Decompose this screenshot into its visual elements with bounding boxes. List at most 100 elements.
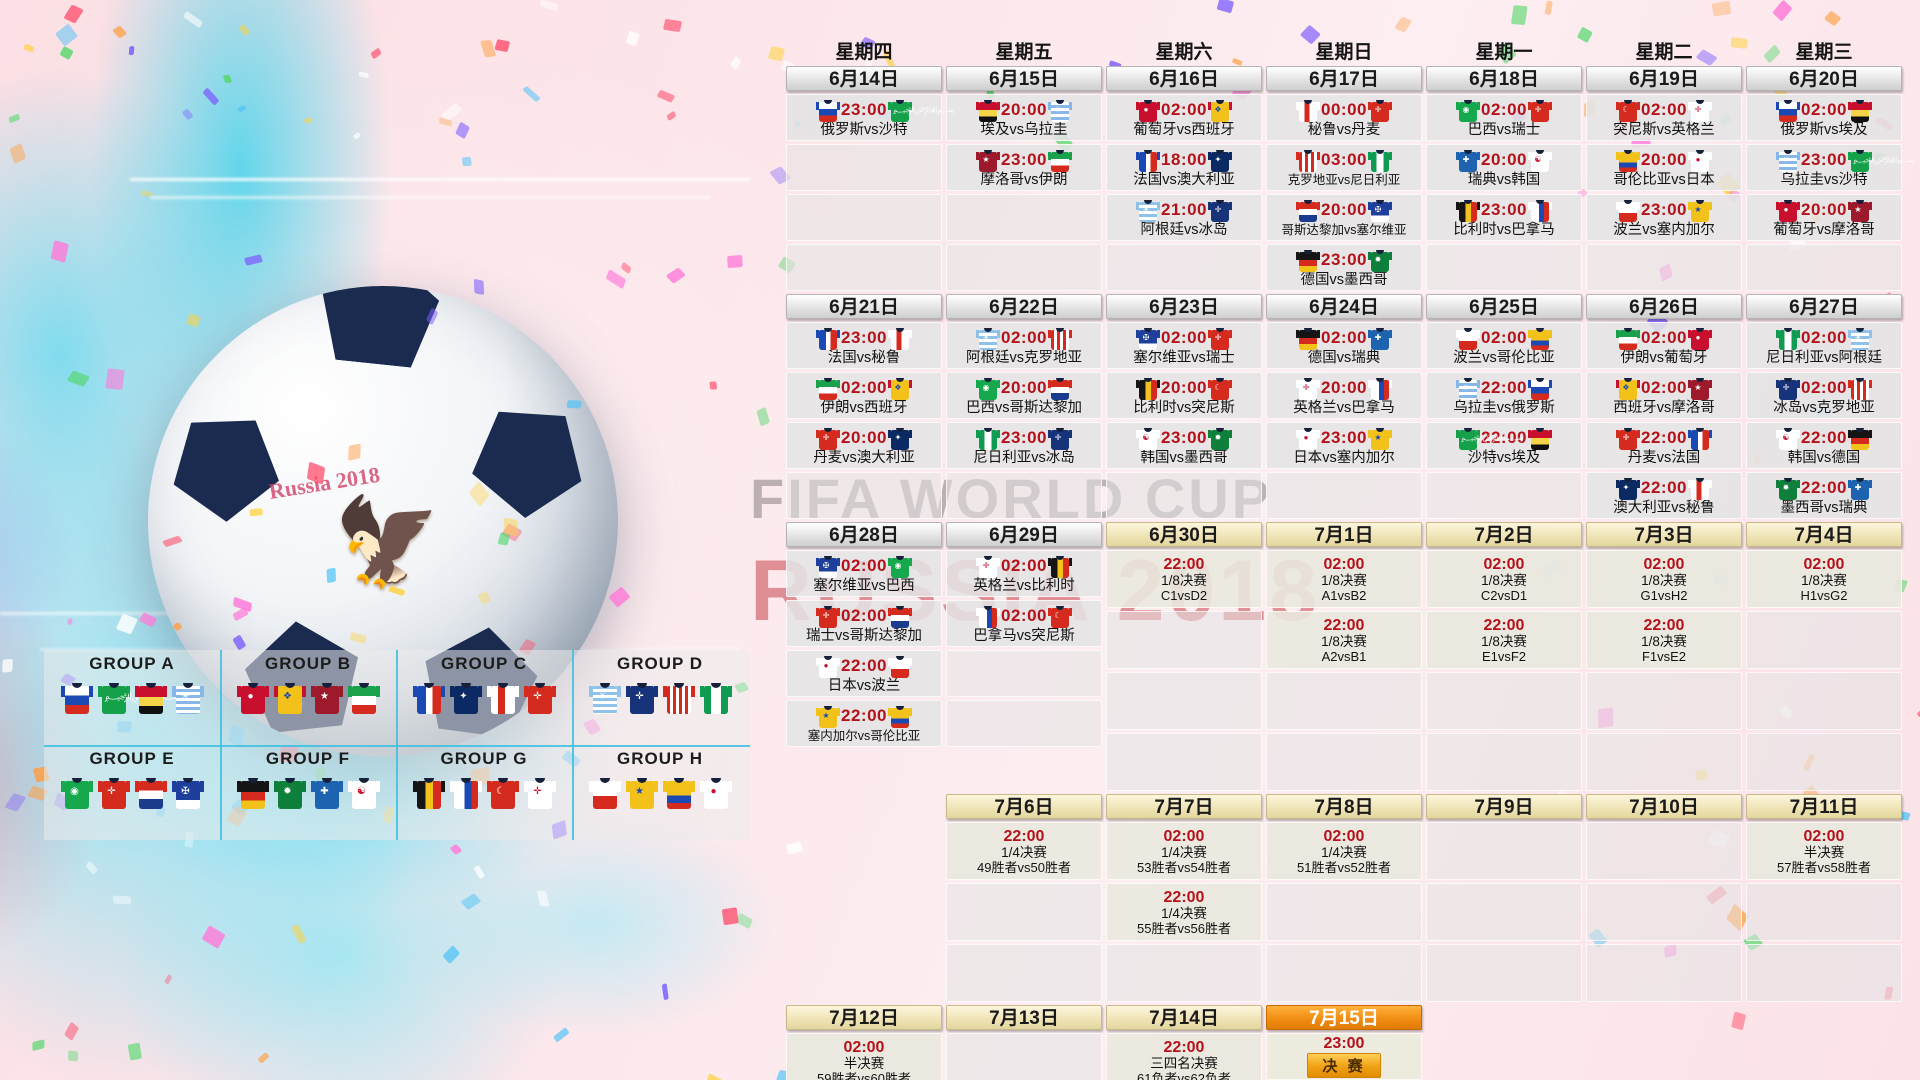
- date-header-7月2日[interactable]: 7月2日: [1426, 522, 1582, 547]
- match-cell[interactable]: 02:00 ☾ 巴拿马vs突尼斯: [946, 600, 1102, 647]
- knockout-match-cell[interactable]: 22:00 1/8决赛 C1vsD2: [1106, 550, 1262, 608]
- match-cell[interactable]: ❖ 02:00 ★ 西班牙vs摩洛哥: [1586, 372, 1742, 419]
- date-header-6月29日[interactable]: 6月29日: [946, 522, 1102, 547]
- group-box-group-a[interactable]: GROUP A﷽☀: [44, 650, 220, 745]
- match-cell[interactable]: 02:00 波兰vs哥伦比亚: [1426, 322, 1582, 369]
- date-header-6月26日[interactable]: 6月26日: [1586, 294, 1742, 319]
- match-cell[interactable]: ✹ 22:00 ✚ 墨西哥vs瑞典: [1746, 472, 1902, 519]
- match-cell[interactable]: ★ 23:00 摩洛哥vs伊朗: [946, 144, 1102, 191]
- match-cell[interactable]: ☀ 21:00 ✛ 阿根廷vs冰岛: [1106, 194, 1262, 241]
- match-cell[interactable]: 23:00 ✛ 尼日利亚vs冰岛: [946, 422, 1102, 469]
- group-box-group-g[interactable]: GROUP G ☾ ✛: [396, 745, 572, 840]
- match-cell[interactable]: ★ 22:00 塞内加尔vs哥伦比亚: [786, 700, 942, 747]
- match-cell[interactable]: ✛ 02:00 冰岛vs克罗地亚: [1746, 372, 1902, 419]
- group-box-group-h[interactable]: GROUP H ★ ●: [572, 745, 748, 840]
- match-cell[interactable]: 23:00 ﷽ 俄罗斯vs沙特: [786, 94, 954, 141]
- match-cell[interactable]: ☀ 23:00 ﷽ 乌拉圭vs沙特: [1746, 144, 1914, 191]
- date-header-7月10日[interactable]: 7月10日: [1586, 794, 1742, 819]
- knockout-match-cell[interactable]: 22:00 1/8决赛 E1vsF2: [1426, 611, 1582, 669]
- match-cell[interactable]: ✛ 20:00 ✦ 丹麦vs澳大利亚: [786, 422, 942, 469]
- knockout-match-cell[interactable]: 22:00 1/4决赛 55胜者vs56胜者: [1106, 883, 1262, 941]
- match-cell[interactable]: 02:00 ✚ 德国vs瑞典: [1266, 322, 1422, 369]
- knockout-match-cell[interactable]: 02:00 1/4决赛 53胜者vs54胜者: [1106, 822, 1262, 880]
- match-cell[interactable]: ● 02:00 ❖ 葡萄牙vs西班牙: [1106, 94, 1262, 141]
- match-cell[interactable]: 02:00 俄罗斯vs埃及: [1746, 94, 1902, 141]
- match-cell[interactable]: 23:00 法国vs秘鲁: [786, 322, 942, 369]
- match-cell[interactable]: ◉ 02:00 ✛ 巴西vs瑞士: [1426, 94, 1582, 141]
- knockout-match-cell[interactable]: 22:00 1/8决赛 A2vsB1: [1266, 611, 1422, 669]
- match-cell[interactable]: 20:00 ☾ 比利时vs突尼斯: [1106, 372, 1262, 419]
- match-cell[interactable]: ✛ 22:00 丹麦vs法国: [1586, 422, 1742, 469]
- match-cell[interactable]: ☾ 02:00 ✛ 突尼斯vs英格兰: [1586, 94, 1742, 141]
- match-cell[interactable]: 20:00 ☀ 埃及vs乌拉圭: [946, 94, 1102, 141]
- knockout-match-cell[interactable]: 22:00 三四名决赛 61负者vs62负者: [1106, 1033, 1262, 1080]
- date-header-7月15日[interactable]: 7月15日: [1266, 1005, 1422, 1030]
- group-box-group-b[interactable]: GROUP B ● ❖ ★: [220, 650, 396, 745]
- date-header-6月20日[interactable]: 6月20日: [1746, 66, 1902, 91]
- match-cell[interactable]: 02:00 ☀ 尼日利亚vs阿根廷: [1746, 322, 1902, 369]
- match-cell[interactable]: ☀ 22:00 乌拉圭vs俄罗斯: [1426, 372, 1582, 419]
- group-box-group-c[interactable]: GROUP C ✦ ✛: [396, 650, 572, 745]
- group-box-group-f[interactable]: GROUP F ✹ ✚ ☯: [220, 745, 396, 840]
- match-cell[interactable]: ✛ 02:00 英格兰vs比利时: [946, 550, 1102, 597]
- knockout-match-cell[interactable]: 02:00 1/8决赛 G1vsH2: [1586, 550, 1742, 608]
- date-header-6月15日[interactable]: 6月15日: [946, 66, 1102, 91]
- match-cell[interactable]: 03:00 克罗地亚vs尼日利亚: [1266, 144, 1422, 191]
- match-cell[interactable]: 23:00 ★ 波兰vs塞内加尔: [1586, 194, 1742, 241]
- date-header-6月18日[interactable]: 6月18日: [1426, 66, 1582, 91]
- date-header-6月16日[interactable]: 6月16日: [1106, 66, 1262, 91]
- knockout-match-cell[interactable]: 02:00 1/8决赛 C2vsD1: [1426, 550, 1582, 608]
- date-header-7月6日[interactable]: 7月6日: [946, 794, 1102, 819]
- match-cell[interactable]: ● 20:00 ★ 葡萄牙vs摩洛哥: [1746, 194, 1902, 241]
- final-match-cell[interactable]: 23:00 决 赛: [1266, 1033, 1422, 1080]
- match-cell[interactable]: ✦ 22:00 澳大利亚vs秘鲁: [1586, 472, 1742, 519]
- date-header-7月7日[interactable]: 7月7日: [1106, 794, 1262, 819]
- date-header-6月30日[interactable]: 6月30日: [1106, 522, 1262, 547]
- date-header-6月19日[interactable]: 6月19日: [1586, 66, 1742, 91]
- match-cell[interactable]: ☯ 22:00 韩国vs德国: [1746, 422, 1902, 469]
- match-cell[interactable]: ✚ 20:00 ☯ 瑞典vs韩国: [1426, 144, 1582, 191]
- date-header-6月28日[interactable]: 6月28日: [786, 522, 942, 547]
- match-cell[interactable]: 02:00 ● 伊朗vs葡萄牙: [1586, 322, 1742, 369]
- knockout-match-cell[interactable]: 22:00 1/8决赛 F1vsE2: [1586, 611, 1742, 669]
- match-cell[interactable]: ◉ 20:00 巴西vs哥斯达黎加: [946, 372, 1102, 419]
- date-header-7月11日[interactable]: 7月11日: [1746, 794, 1902, 819]
- match-cell[interactable]: 23:00 比利时vs巴拿马: [1426, 194, 1582, 241]
- match-cell[interactable]: ✠ 02:00 ✛ 塞尔维亚vs瑞士: [1106, 322, 1262, 369]
- date-header-6月27日[interactable]: 6月27日: [1746, 294, 1902, 319]
- match-cell[interactable]: 20:00 ● 哥伦比亚vs日本: [1586, 144, 1742, 191]
- knockout-match-cell[interactable]: 02:00 1/8决赛 H1vsG2: [1746, 550, 1902, 608]
- match-cell[interactable]: 23:00 ✹ 德国vs墨西哥: [1266, 244, 1422, 291]
- match-cell[interactable]: ✛ 02:00 瑞士vs哥斯达黎加: [786, 600, 942, 647]
- date-header-6月24日[interactable]: 6月24日: [1266, 294, 1422, 319]
- date-header-7月13日[interactable]: 7月13日: [946, 1005, 1102, 1030]
- match-cell[interactable]: ☯ 23:00 ✹ 韩国vs墨西哥: [1106, 422, 1262, 469]
- knockout-match-cell[interactable]: 02:00 1/4决赛 51胜者vs52胜者: [1266, 822, 1422, 880]
- date-header-7月8日[interactable]: 7月8日: [1266, 794, 1422, 819]
- knockout-match-cell[interactable]: 02:00 1/8决赛 A1vsB2: [1266, 550, 1422, 608]
- date-header-6月14日[interactable]: 6月14日: [786, 66, 942, 91]
- date-header-7月12日[interactable]: 7月12日: [786, 1005, 942, 1030]
- group-box-group-e[interactable]: GROUP E ◉ ✛ ✠: [44, 745, 220, 840]
- match-cell[interactable]: 02:00 ❖ 伊朗vs西班牙: [786, 372, 942, 419]
- date-header-6月21日[interactable]: 6月21日: [786, 294, 942, 319]
- match-cell[interactable]: ﷽ 22:00 沙特vs埃及: [1426, 422, 1582, 469]
- date-header-6月25日[interactable]: 6月25日: [1426, 294, 1582, 319]
- date-header-7月3日[interactable]: 7月3日: [1586, 522, 1742, 547]
- knockout-match-cell[interactable]: 22:00 1/4决赛 49胜者vs50胜者: [946, 822, 1102, 880]
- match-cell[interactable]: ✛ 20:00 英格兰vs巴拿马: [1266, 372, 1422, 419]
- group-box-group-d[interactable]: GROUP D ☀ ✛: [572, 650, 748, 745]
- match-cell[interactable]: ● 23:00 ★ 日本vs塞内加尔: [1266, 422, 1422, 469]
- date-header-6月22日[interactable]: 6月22日: [946, 294, 1102, 319]
- date-header-6月23日[interactable]: 6月23日: [1106, 294, 1262, 319]
- knockout-match-cell[interactable]: 02:00 半决赛 57胜者vs58胜者: [1746, 822, 1902, 880]
- date-header-6月17日[interactable]: 6月17日: [1266, 66, 1422, 91]
- date-header-7月9日[interactable]: 7月9日: [1426, 794, 1582, 819]
- match-cell[interactable]: 00:00 ✛ 秘鲁vs丹麦: [1266, 94, 1422, 141]
- match-cell[interactable]: 20:00 ✠ 哥斯达黎加vs塞尔维亚: [1266, 194, 1422, 241]
- date-header-7月14日[interactable]: 7月14日: [1106, 1005, 1262, 1030]
- match-cell[interactable]: ✠ 02:00 ◉ 塞尔维亚vs巴西: [786, 550, 942, 597]
- date-header-7月4日[interactable]: 7月4日: [1746, 522, 1902, 547]
- match-cell[interactable]: 18:00 ✦ 法国vs澳大利亚: [1106, 144, 1262, 191]
- match-cell[interactable]: ● 22:00 日本vs波兰: [786, 650, 942, 697]
